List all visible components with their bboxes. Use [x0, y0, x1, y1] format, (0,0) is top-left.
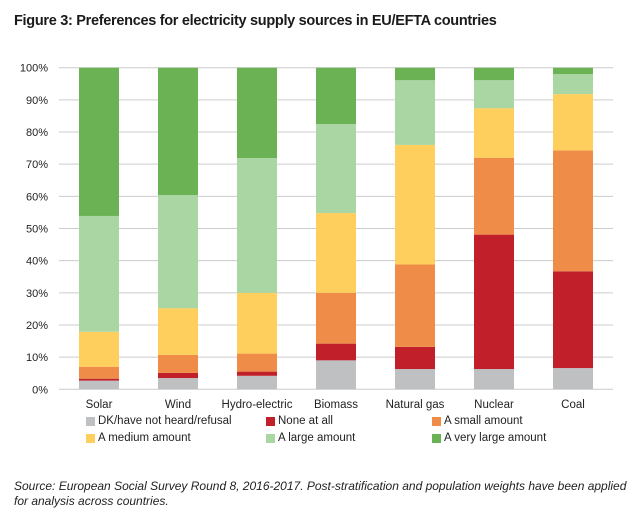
bar-segment [158, 378, 198, 390]
bar-segment [474, 157, 514, 235]
bar-segment [474, 80, 514, 109]
bar-segment [237, 375, 277, 390]
legend-label: A medium amount [98, 432, 191, 444]
x-category-label: Coal [561, 399, 585, 411]
x-category-label: Hydro-electric [222, 399, 293, 411]
legend-swatch [432, 416, 441, 426]
bar-segment [395, 67, 435, 81]
y-tick-label: 60% [26, 191, 48, 203]
bar-segment [158, 354, 198, 373]
legend-item: A large amount [266, 432, 355, 444]
bar-segment [395, 369, 435, 390]
bars [79, 67, 593, 390]
legend-swatch [266, 416, 275, 426]
legend-item: A small amount [432, 415, 523, 427]
bar-segment [553, 74, 593, 95]
bar-segment [553, 271, 593, 369]
bar-segment [158, 67, 198, 196]
bar-stack-solar [79, 67, 119, 390]
legend-item: A very large amount [432, 432, 546, 444]
legend-item: None at all [266, 415, 333, 427]
y-tick-label: 70% [26, 159, 48, 171]
bar-segment [553, 94, 593, 151]
legend-swatch [86, 433, 95, 443]
bar-segment [237, 353, 277, 372]
y-tick-label: 20% [26, 320, 48, 332]
bar-segment [158, 195, 198, 309]
legend-label: A large amount [278, 432, 356, 444]
legend-swatch [266, 433, 275, 443]
y-tick-label: 10% [26, 352, 48, 364]
bar-segment [474, 234, 514, 370]
bar-segment [474, 369, 514, 390]
y-tick-label: 50% [26, 224, 48, 236]
legend-label: A small amount [444, 415, 523, 427]
y-tick-label: 30% [26, 288, 48, 300]
x-category-label: Solar [86, 399, 113, 411]
bar-segment [316, 343, 356, 361]
bar-segment [158, 308, 198, 355]
bar-segment [158, 372, 198, 379]
legend-label: DK/have not heard/refusal [98, 415, 232, 427]
y-axis-tick-labels: 0% 10% 20% 30% 40% 50% 60% 70% 80% 90% 100% [20, 63, 48, 397]
bar-segment [316, 213, 356, 293]
x-category-label: Biomass [314, 399, 358, 411]
bar-segment [316, 360, 356, 390]
legend-swatch [432, 433, 441, 443]
source-note: Source: European Social Survey Round 8, … [14, 479, 627, 508]
bar-stack-coal [553, 67, 593, 390]
bar-segment [79, 331, 119, 367]
bar-segment [316, 123, 356, 214]
y-tick-label: 0% [32, 384, 48, 396]
figure-title: Figure 3: Preferences for electricity su… [14, 13, 497, 29]
bar-segment [395, 346, 435, 370]
bar-segment [316, 67, 356, 124]
x-category-label: Natural gas [386, 399, 445, 411]
bar-stack-hydro-electric [237, 67, 277, 390]
bar-segment [237, 292, 277, 354]
bar-stack-biomass [316, 67, 356, 390]
y-tick-label: 80% [26, 127, 48, 139]
legend-item: A medium amount [86, 432, 191, 444]
y-tick-label: 100% [20, 63, 48, 75]
bar-segment [79, 378, 119, 381]
legend-item: DK/have not heard/refusal [86, 415, 232, 427]
x-category-label: Wind [165, 399, 191, 411]
bar-segment [79, 380, 119, 390]
y-tick-label: 90% [26, 95, 48, 107]
bar-segment [237, 67, 277, 159]
bar-stack-wind [158, 67, 198, 390]
legend-label: None at all [278, 415, 333, 427]
bar-segment [237, 371, 277, 376]
legend-swatch [86, 416, 95, 426]
bar-segment [553, 368, 593, 390]
bar-stack-natural-gas [395, 67, 435, 390]
x-category-label: Nuclear [474, 399, 514, 411]
legend-label: A very large amount [444, 432, 547, 444]
bar-segment [316, 292, 356, 344]
y-tick-label: 40% [26, 256, 48, 268]
bar-stack-nuclear [474, 67, 514, 390]
bar-segment [553, 67, 593, 75]
bar-segment [474, 108, 514, 158]
x-axis-category-labels: Solar Wind Hydro-electric Biomass Natural ga… [86, 399, 585, 411]
bar-segment [79, 215, 119, 332]
bar-segment [395, 80, 435, 145]
bar-segment [474, 67, 514, 81]
bar-segment [395, 144, 435, 265]
bar-segment [79, 67, 119, 216]
bar-segment [553, 150, 593, 272]
bar-segment [395, 264, 435, 347]
bar-segment [79, 366, 119, 379]
bar-segment [237, 158, 277, 293]
